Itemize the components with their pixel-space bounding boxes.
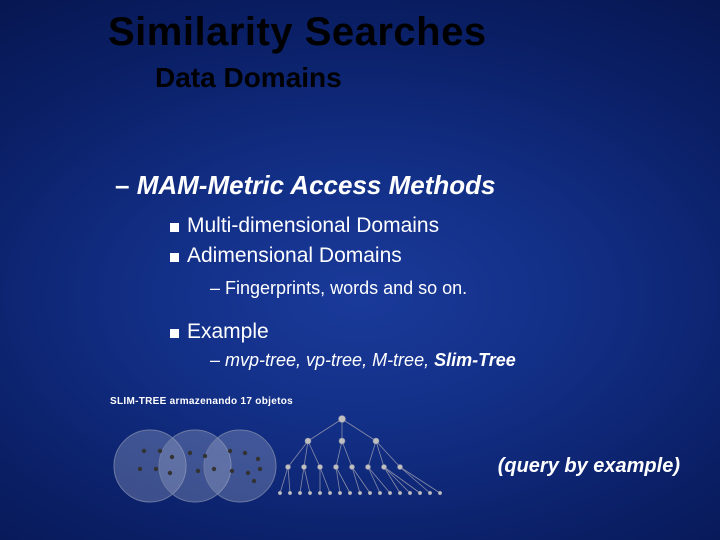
- diagram-svg: [110, 411, 450, 511]
- bullet-example: Example: [170, 320, 269, 344]
- slide-title: Similarity Searches: [108, 10, 487, 55]
- section-heading: – MAM-Metric Access Methods: [115, 170, 495, 201]
- bullet-text: Adimensional Domains: [187, 244, 402, 268]
- bullet-square-icon: [170, 253, 179, 262]
- subline-dash: –: [210, 350, 220, 370]
- bullet-square-icon: [170, 329, 179, 338]
- bullet-multi-dimensional: Multi-dimensional Domains: [170, 214, 439, 238]
- subline-italic: mvp-tree, vp-tree, M-tree,: [225, 350, 429, 370]
- subline-dash: –: [210, 278, 220, 298]
- subline-fingerprints: – Fingerprints, words and so on.: [210, 278, 467, 299]
- bullet-square-icon: [170, 223, 179, 232]
- bullet-adimensional: Adimensional Domains: [170, 244, 402, 268]
- slide-subtitle: Data Domains: [155, 62, 342, 94]
- heading-dash: –: [115, 170, 129, 200]
- subline-text: Fingerprints, words and so on.: [225, 278, 467, 298]
- heading-text: MAM-Metric Access Methods: [137, 170, 496, 200]
- bullet-text: Example: [187, 320, 269, 344]
- subline-trees: – mvp-tree, vp-tree, M-tree, Slim-Tree: [210, 350, 516, 371]
- bullet-text: Multi-dimensional Domains: [187, 214, 439, 238]
- slide: Similarity Searches Data Domains – MAM-M…: [0, 0, 720, 540]
- subline-slimtree: Slim-Tree: [434, 350, 516, 370]
- slim-tree-diagram: SLIM-TREE armazenando 17 objetos: [110, 396, 430, 511]
- diagram-caption: SLIM-TREE armazenando 17 objetos: [110, 396, 430, 407]
- query-by-example-label: (query by example): [498, 455, 680, 478]
